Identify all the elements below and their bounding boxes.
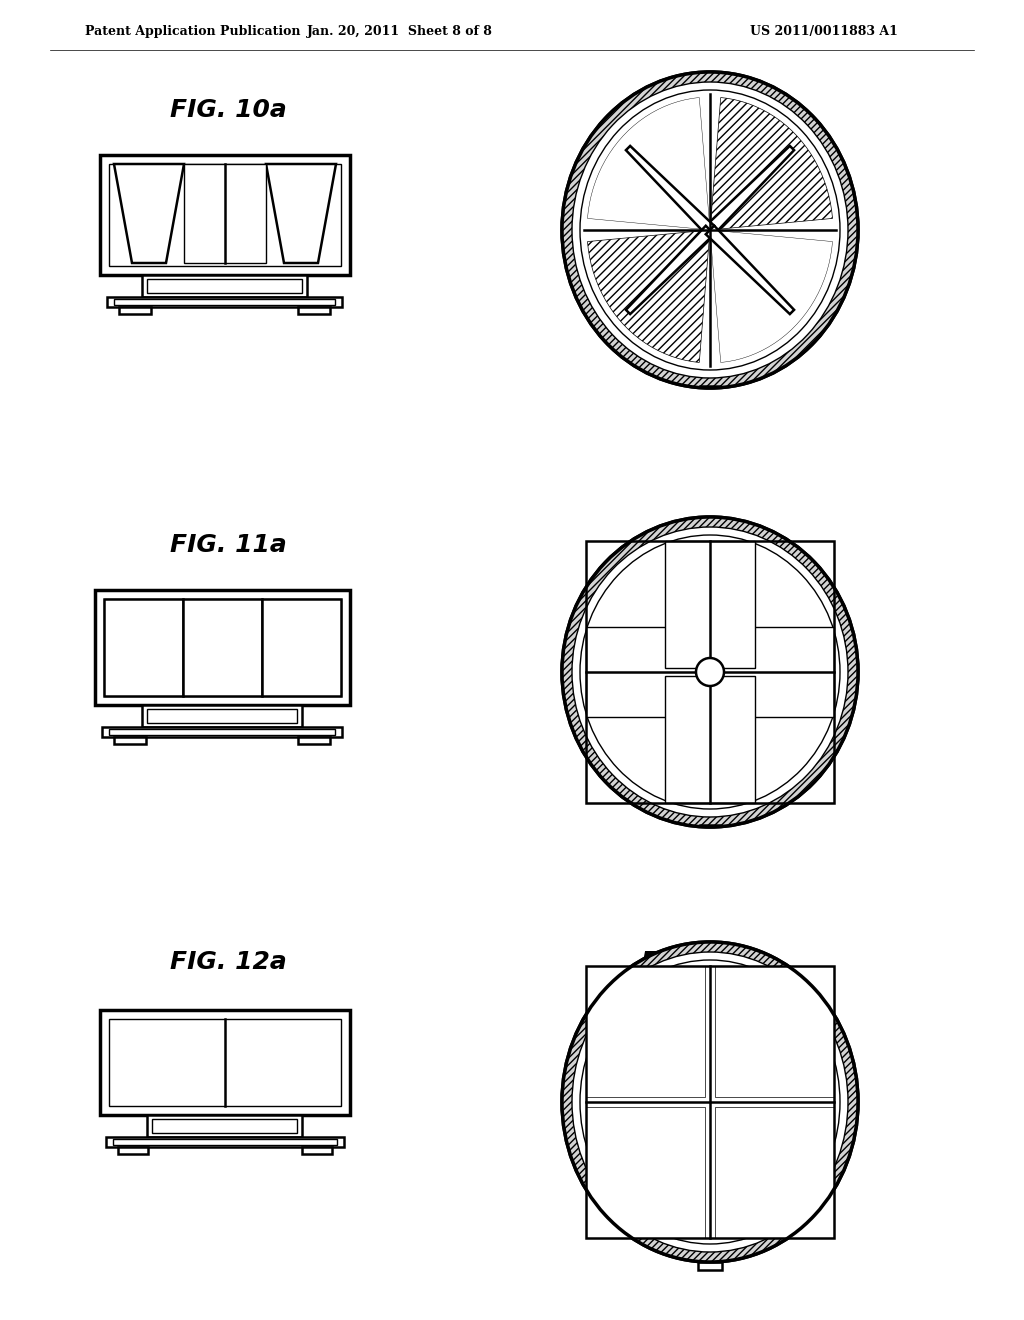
Bar (341, 1010, 350, 1115)
Polygon shape (715, 966, 834, 1097)
Polygon shape (586, 627, 706, 717)
Ellipse shape (562, 73, 858, 388)
Text: FIG. 12b: FIG. 12b (641, 950, 759, 974)
Polygon shape (706, 226, 794, 314)
Circle shape (696, 657, 724, 686)
Bar (100, 1010, 350, 1115)
Polygon shape (710, 230, 833, 363)
Bar (106, 297, 342, 308)
Polygon shape (706, 147, 794, 234)
Bar (147, 709, 297, 723)
Bar (109, 1019, 341, 1106)
Polygon shape (184, 164, 266, 263)
Polygon shape (588, 98, 710, 230)
Bar (109, 1019, 341, 1106)
Polygon shape (715, 1107, 834, 1238)
Bar (95, 590, 104, 705)
Bar (142, 275, 307, 297)
Text: Patent Application Publication: Patent Application Publication (85, 25, 300, 38)
Bar (262, 599, 341, 696)
Text: US 2011/0011883 A1: US 2011/0011883 A1 (750, 25, 898, 38)
Text: FIG. 12a: FIG. 12a (170, 950, 287, 974)
Polygon shape (266, 164, 336, 263)
Bar (114, 737, 146, 744)
Bar (95, 590, 350, 705)
Polygon shape (706, 226, 794, 314)
Bar (104, 599, 341, 696)
Bar (113, 1139, 337, 1144)
Bar (100, 1010, 109, 1115)
Ellipse shape (580, 960, 840, 1243)
Ellipse shape (572, 952, 848, 1251)
Ellipse shape (580, 90, 840, 370)
Bar (114, 300, 335, 305)
Bar (109, 164, 341, 267)
Bar (183, 599, 262, 696)
Polygon shape (586, 966, 705, 1097)
Bar (109, 164, 341, 267)
Polygon shape (665, 541, 755, 668)
Polygon shape (665, 676, 755, 803)
Bar (152, 1119, 297, 1133)
Bar (698, 1262, 722, 1270)
Bar (147, 279, 302, 293)
Bar (106, 1137, 344, 1147)
Polygon shape (109, 1019, 223, 1106)
Bar (104, 599, 183, 696)
Polygon shape (710, 98, 833, 230)
Ellipse shape (562, 517, 858, 828)
Ellipse shape (572, 527, 848, 817)
Bar (298, 737, 330, 744)
Bar (100, 154, 350, 275)
Polygon shape (665, 541, 755, 668)
Text: FIG. 10b: FIG. 10b (641, 98, 759, 121)
Bar (100, 1106, 350, 1115)
Bar (341, 590, 350, 705)
Bar (262, 599, 341, 696)
Bar (119, 308, 151, 314)
Polygon shape (665, 676, 755, 803)
Ellipse shape (562, 942, 858, 1262)
Text: FIG. 10a: FIG. 10a (170, 98, 287, 121)
Ellipse shape (572, 82, 848, 378)
Bar (298, 308, 330, 314)
Bar (95, 590, 350, 599)
Polygon shape (586, 627, 706, 717)
Polygon shape (227, 1019, 341, 1106)
Text: FIG. 11b: FIG. 11b (641, 533, 759, 557)
Bar (302, 1147, 332, 1154)
Bar (109, 729, 335, 735)
Bar (95, 696, 350, 705)
Bar (100, 154, 109, 275)
Polygon shape (626, 226, 715, 314)
Bar (142, 705, 302, 727)
Bar (100, 267, 350, 275)
Ellipse shape (562, 517, 858, 828)
Bar (100, 1010, 350, 1019)
Bar (102, 727, 342, 737)
Text: FIG. 11a: FIG. 11a (170, 533, 287, 557)
Polygon shape (626, 226, 715, 314)
Ellipse shape (562, 73, 858, 388)
Ellipse shape (580, 535, 840, 809)
Bar (104, 599, 341, 696)
Bar (100, 154, 350, 164)
Polygon shape (114, 164, 184, 263)
Polygon shape (626, 147, 715, 234)
Polygon shape (706, 147, 794, 234)
Bar (118, 1147, 148, 1154)
Polygon shape (266, 164, 336, 263)
Polygon shape (184, 164, 266, 263)
Polygon shape (114, 164, 184, 263)
Ellipse shape (562, 942, 858, 1262)
Text: Jan. 20, 2011  Sheet 8 of 8: Jan. 20, 2011 Sheet 8 of 8 (307, 25, 493, 38)
Bar (147, 1115, 302, 1137)
Polygon shape (588, 230, 710, 363)
Bar (341, 154, 350, 275)
Bar (104, 599, 183, 696)
Polygon shape (586, 1107, 705, 1238)
Polygon shape (714, 627, 834, 717)
Polygon shape (626, 147, 715, 234)
